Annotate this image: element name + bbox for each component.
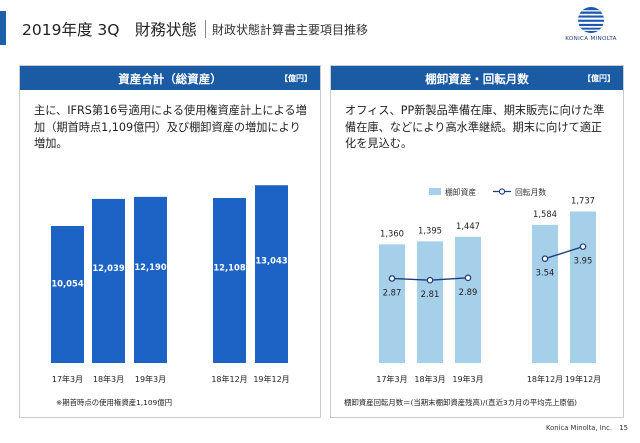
formula-note: 棚卸資産回転月数＝(当期末棚卸資産残高)/(直近3カ月の平均売上原価): [344, 398, 578, 407]
bar: [255, 185, 288, 363]
category-label: 18年3月: [414, 374, 445, 384]
total-assets-panel: 資産合計（総資産） 【億円】 主に、IFRS第16号適用による使用権資産計上によ…: [19, 65, 321, 418]
bar: [455, 236, 481, 363]
panel-header: 棚卸資産・回転月数 【億円】: [331, 66, 623, 90]
legend-label: 回転月数: [515, 187, 546, 197]
bar-value-label: 1,447: [456, 221, 480, 231]
turnover-point: [541, 255, 549, 262]
category-label: 19年12月: [253, 374, 289, 384]
bar: [134, 196, 167, 363]
bar-value-label: 1,395: [418, 225, 442, 235]
bar: [379, 244, 405, 363]
bar-value-label: 1,360: [380, 228, 404, 238]
konica-minolta-logo: KONICA MINOLTA: [555, 5, 627, 42]
bar: [417, 241, 443, 363]
bar: [532, 224, 558, 363]
bar-value-label: 10,054: [51, 278, 83, 288]
panel-title: 資産合計（総資産）: [118, 72, 222, 86]
total-assets-bar-chart: 10,054 17年3月 12,039 18年3月 12,190 19年3月 12,108 1…: [51, 185, 290, 384]
bar-value-label: 12,108: [213, 263, 245, 273]
company-name: Konica Minolta, Inc.: [545, 424, 612, 432]
category-label: 18年3月: [93, 374, 124, 384]
category-label: 17年3月: [376, 374, 407, 384]
turnover-value-label: 2.89: [459, 287, 478, 297]
legend-label: 棚卸資産: [445, 187, 476, 197]
category-label: 17年3月: [52, 374, 83, 384]
category-label: 19年3月: [452, 374, 483, 384]
unit-label: 【億円】: [583, 74, 615, 83]
turnover-value-label: 2.87: [383, 287, 402, 297]
page-subtitle: 財政状態計算書主要項目推移: [211, 22, 368, 37]
panel-title: 棚卸資産・回転月数: [425, 72, 529, 86]
turnover-point: [464, 274, 472, 282]
logo-wordmark: KONICA MINOLTA: [565, 36, 617, 42]
category-label: 18年12月: [211, 374, 247, 384]
bar: [51, 225, 84, 363]
turnover-value-label: 3.54: [536, 268, 555, 278]
panel-description: オフィス、PP新製品準備在庫、期末販売に向けた準備在庫、などにより高水準継続。期…: [345, 104, 605, 150]
legend-marker: [498, 188, 506, 195]
page-number: 15: [619, 424, 628, 432]
turnover-point: [426, 276, 434, 284]
bar: [570, 211, 596, 363]
category-label: 19年3月: [135, 374, 166, 384]
turnover-value-label: 2.81: [421, 289, 440, 299]
bar-value-label: 12,190: [134, 262, 166, 272]
category-label: 18年12月: [527, 374, 563, 384]
page-title: 2019年度 3Q 財務状態: [22, 21, 197, 39]
turnover-line-segment: [391, 277, 431, 281]
turnover-value-label: 3.95: [574, 256, 593, 266]
bar-value-label: 12,039: [92, 263, 124, 273]
bar: [92, 198, 125, 363]
globe-logo-icon: [578, 7, 604, 33]
inventory-panel: 棚卸資産・回転月数 【億円】 オフィス、PP新製品準備在庫、期末販売に向けた準備…: [330, 65, 624, 418]
unit-label: 【億円】: [280, 74, 312, 83]
bar-value-label: 13,043: [255, 255, 287, 265]
bar-value-label: 1,584: [533, 209, 557, 219]
turnover-line-segment: [429, 277, 469, 281]
title-divider: [204, 20, 206, 38]
turnover-point: [388, 275, 396, 282]
slide-header: 2019年度 3Q 財務状態 財政状態計算書主要項目推移: [22, 14, 368, 44]
inventory-combo-chart: 棚卸資産 回転月数 1,360 17年3月 1,395 18年3月 1,447 19年3月 1,…: [376, 187, 601, 384]
legend-swatch-bar: [429, 188, 441, 195]
bar: [213, 197, 246, 363]
footnote: ※期首時点の使用権資産1,109億円: [56, 398, 173, 407]
header-accent-bar: [0, 11, 6, 45]
category-label: 19年12月: [565, 374, 601, 384]
turnover-point: [579, 243, 587, 250]
bar-value-label: 1,737: [571, 195, 595, 205]
panel-description: 主に、IFRS第16号適用による使用権資産計上による増加（期首時点1,109億円…: [34, 104, 307, 150]
panel-header: 資産合計（総資産） 【億円】: [20, 66, 320, 90]
turnover-line-segment: [544, 245, 584, 260]
